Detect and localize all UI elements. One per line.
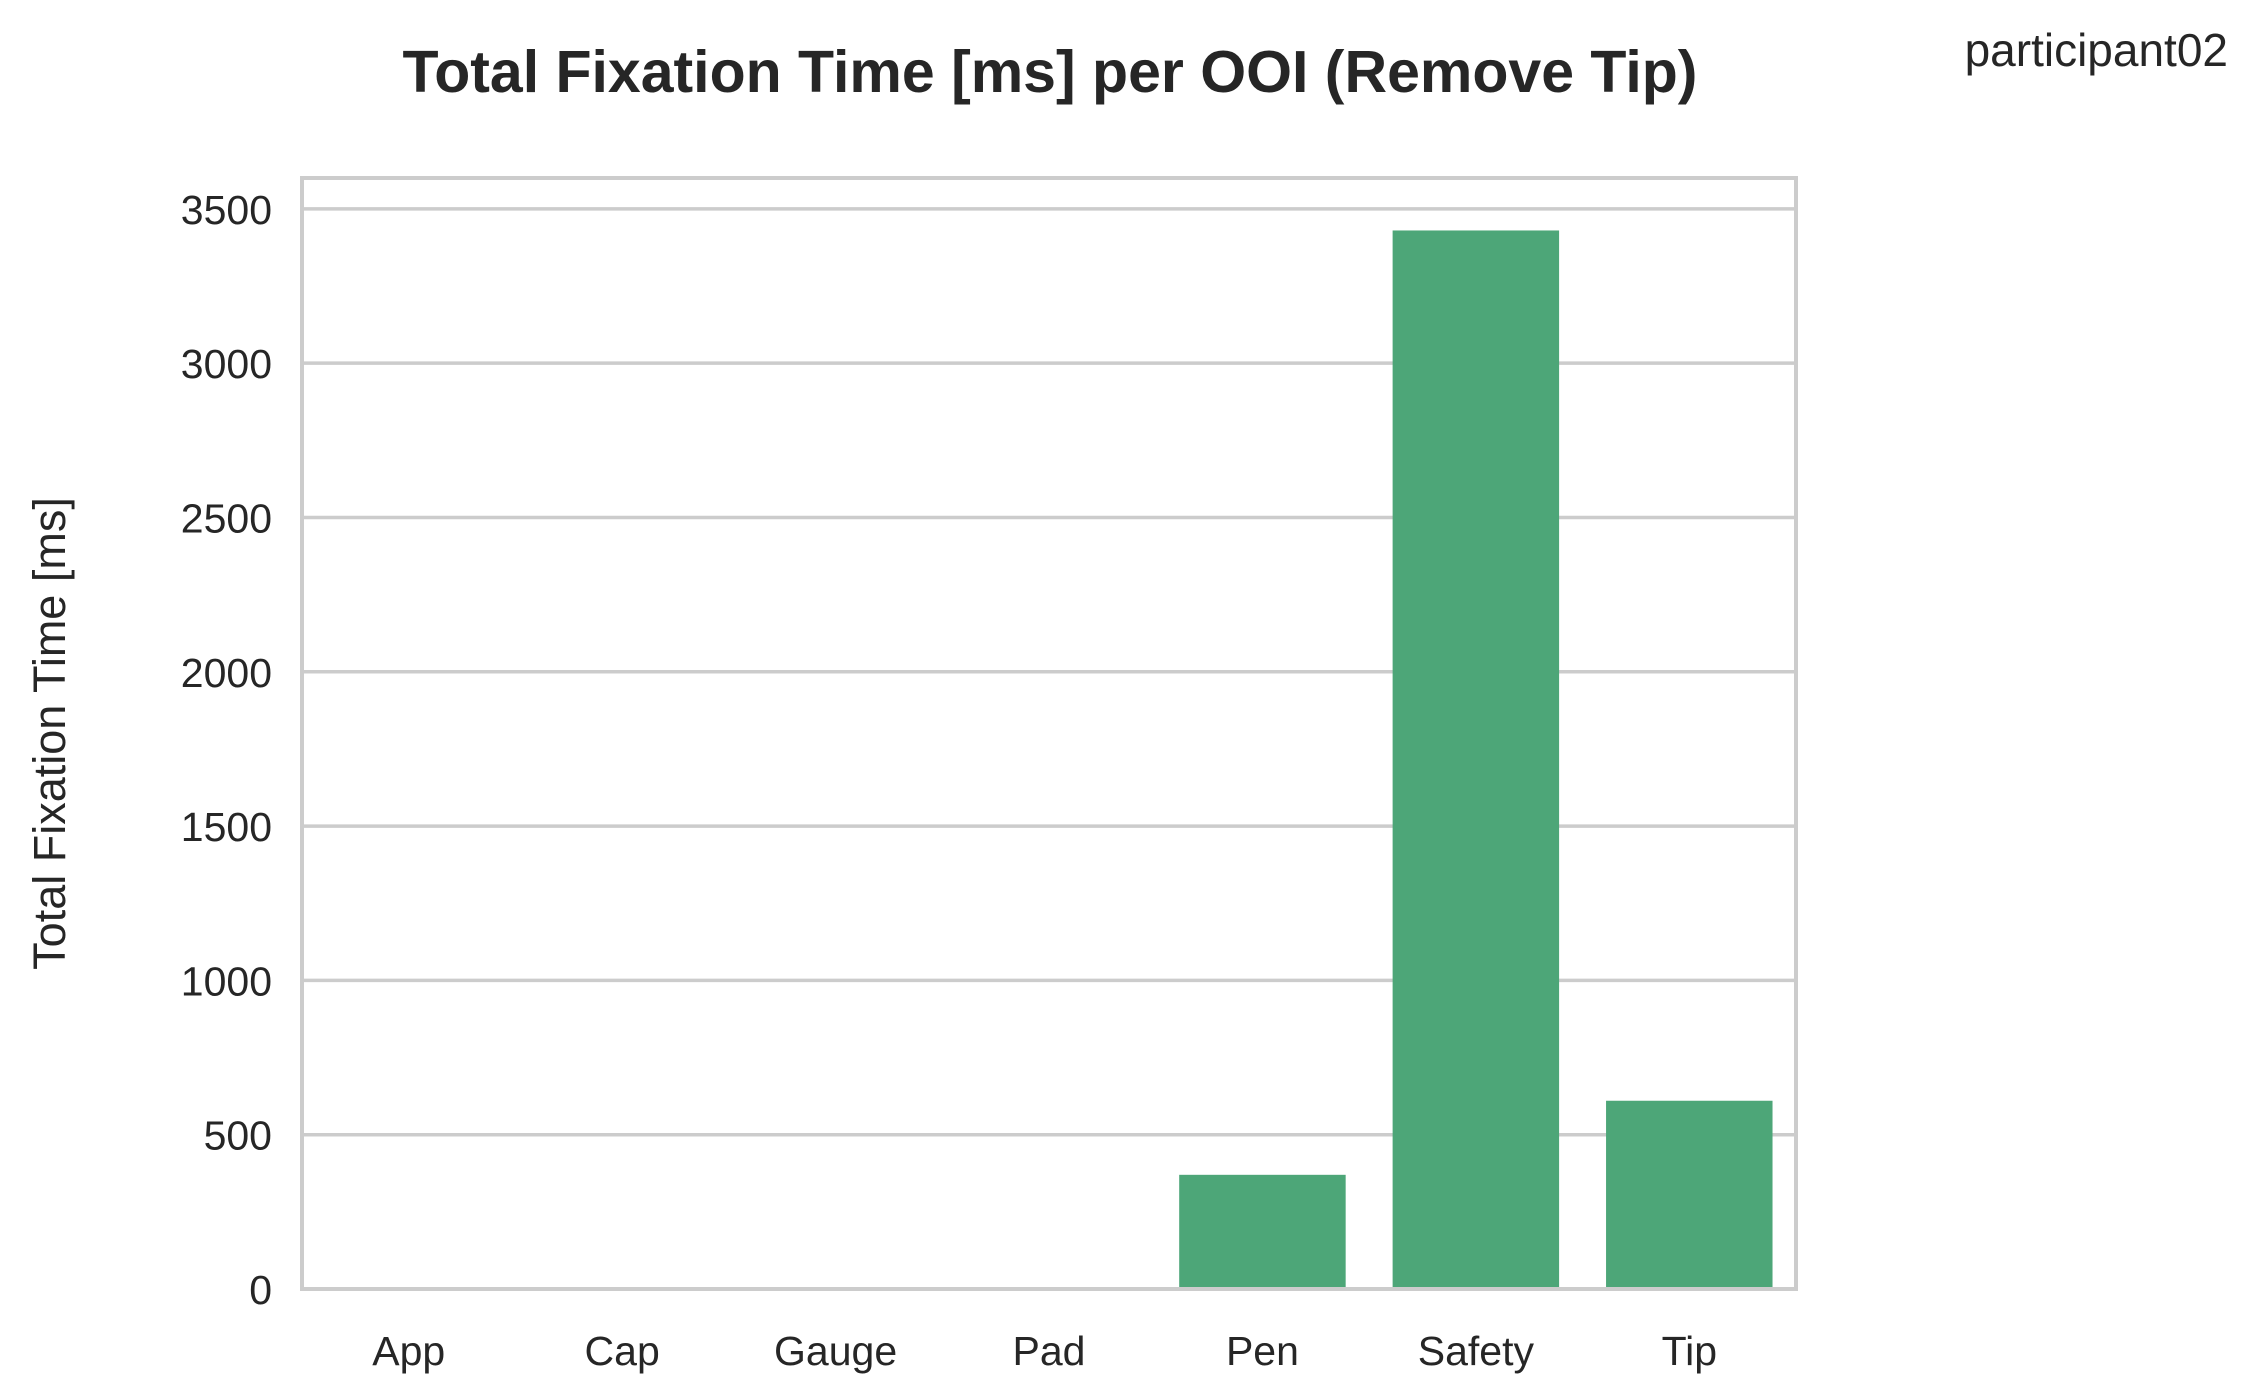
- chart-title: Total Fixation Time [ms] per OOI (Remove…: [403, 39, 1698, 105]
- bars: [1179, 230, 1773, 1290]
- bar-safety: [1392, 230, 1560, 1290]
- x-tick-label: Pad: [1013, 1328, 1086, 1374]
- y-tick-label: 2500: [181, 495, 272, 541]
- x-tick-label: Cap: [585, 1328, 660, 1374]
- y-tick-label: 2000: [181, 650, 272, 696]
- y-tick-label: 500: [204, 1113, 272, 1159]
- bar-pen: [1179, 1174, 1346, 1289]
- y-tick-label: 1500: [181, 804, 272, 850]
- x-axis-ticks: App Cap Gauge Pad Pen Safety Tip: [372, 1328, 1717, 1374]
- participant-annotation: participant02: [1965, 24, 2228, 76]
- y-tick-label: 3000: [181, 341, 272, 387]
- x-tick-label: Gauge: [774, 1328, 897, 1374]
- x-tick-label: App: [372, 1328, 445, 1374]
- plot-frame: [300, 176, 1798, 1291]
- x-tick-label: Safety: [1418, 1328, 1535, 1374]
- y-axis-ticks: 0 500 1000 1500 2000 2500 3000 3500: [181, 187, 272, 1313]
- x-tick-label: Tip: [1662, 1328, 1717, 1374]
- bar-tip: [1606, 1100, 1773, 1289]
- y-tick-label: 1000: [181, 958, 272, 1004]
- y-tick-label: 3500: [181, 187, 272, 233]
- grid-lines: [302, 207, 1796, 1291]
- y-tick-label: 0: [249, 1267, 272, 1313]
- x-tick-label: Pen: [1226, 1328, 1299, 1374]
- y-axis-label: Total Fixation Time [ms]: [24, 497, 75, 970]
